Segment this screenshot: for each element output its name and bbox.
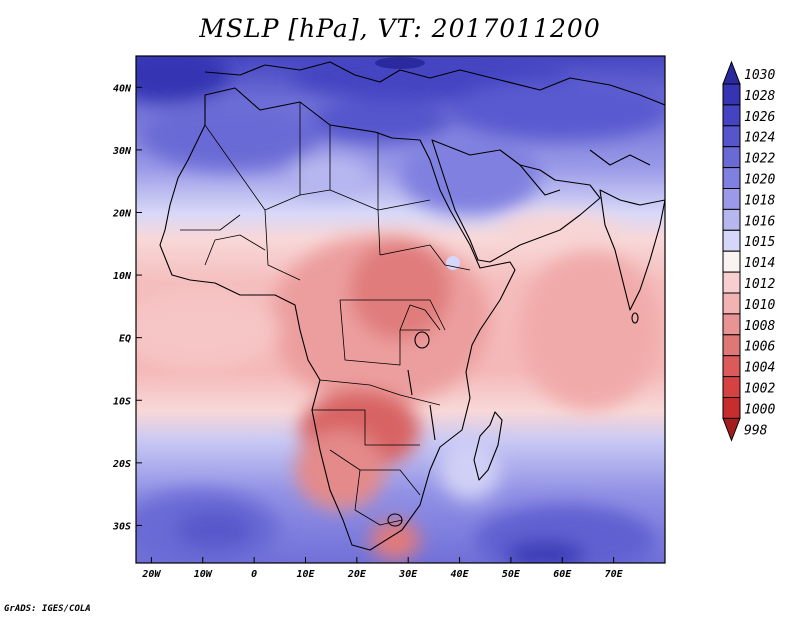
y-tick-label: 10N: [113, 271, 132, 282]
x-tick-label: 10W: [194, 569, 213, 580]
colorbar-swatch: [722, 146, 741, 169]
colorbar-label: 1018: [744, 193, 775, 208]
coastlines: [159, 61, 665, 551]
plot-frame: [135, 55, 666, 564]
x-tick-label: 50E: [502, 569, 521, 580]
colorbar-swatch: [722, 104, 741, 127]
colorbar-swatch: [722, 208, 741, 231]
colorbar-swatch: [722, 376, 741, 399]
india-coastline: [599, 189, 665, 311]
x-tick-label: 0: [251, 569, 257, 580]
x-tick-label: 20W: [141, 569, 161, 580]
colorbar-label: 998: [744, 423, 768, 438]
colorbar-swatch: [722, 292, 741, 315]
colorbar-label: 1000: [744, 402, 775, 417]
y-axis: 40N 30N 20N 10N EQ 10S 20S 30S: [112, 83, 142, 532]
africa-coastline: [159, 87, 516, 551]
colorbar-top-arrow: [722, 60, 741, 85]
colorbar-swatch: [722, 188, 741, 210]
colorbar-swatch: [722, 271, 741, 294]
colorbar-label: 1022: [744, 152, 775, 167]
colorbar-label: 1010: [744, 298, 775, 313]
colorbar-label: 1030: [744, 68, 775, 83]
colorbar-swatch: [722, 229, 741, 252]
x-tick-label: 20E: [347, 569, 367, 580]
x-tick-label: 10E: [296, 569, 315, 580]
colorbar-swatch: [722, 334, 741, 357]
colorbar-swatch: [722, 313, 741, 336]
colorbar-label: 1026: [744, 110, 775, 125]
colorbar-label: 1006: [744, 340, 775, 355]
europe-coastline: [204, 61, 501, 83]
colorbar: 1030 1028 1026 1024 1022 1020 1018 1016 1015 1014…: [722, 60, 775, 442]
y-tick-label: 20N: [112, 208, 132, 219]
arabia-coastline: [431, 139, 601, 263]
pressure-field: [136, 56, 665, 563]
x-tick-label: 30E: [398, 569, 418, 580]
x-tick-label: 40E: [451, 569, 470, 580]
colorbar-label: 1002: [744, 382, 775, 397]
colorbar-swatch: [722, 355, 741, 378]
y-tick-label: 20S: [112, 459, 131, 470]
colorbar-swatch: [722, 83, 741, 106]
credit-label: GrADS: IGES/COLA: [4, 604, 91, 614]
x-axis: 20W 10W 0 10E 20E 30E 40E 50E 60E 70E: [141, 557, 624, 580]
colorbar-label: 1012: [744, 277, 775, 292]
colorbar-bottom-arrow: [722, 417, 741, 442]
x-tick-label: 60E: [553, 569, 572, 580]
y-tick-label: 30N: [112, 146, 132, 157]
colorbar-label: 1020: [744, 173, 775, 188]
madagascar-coastline: [473, 411, 503, 481]
colorbar-label: 1004: [744, 361, 775, 376]
colorbar-label: 1014: [744, 256, 775, 271]
colorbar-label: 1028: [744, 89, 775, 104]
colorbar-label: 1016: [744, 214, 775, 229]
colorbar-swatch: [722, 250, 741, 273]
y-tick-label: EQ: [119, 334, 131, 345]
y-tick-label: 10S: [113, 396, 131, 407]
colorbar-swatch: [722, 125, 741, 148]
colorbar-label: 1015: [744, 235, 775, 250]
y-tick-label: 30S: [112, 521, 131, 532]
colorbar-swatch: [722, 397, 741, 419]
colorbar-label: 1024: [744, 131, 775, 146]
colorbar-swatch: [722, 167, 741, 190]
x-tick-label: 70E: [605, 569, 624, 580]
chart-title: MSLP [hPa], VT: 2017011200: [199, 14, 601, 43]
y-tick-label: 40N: [113, 83, 132, 94]
colorbar-label: 1008: [744, 319, 775, 334]
